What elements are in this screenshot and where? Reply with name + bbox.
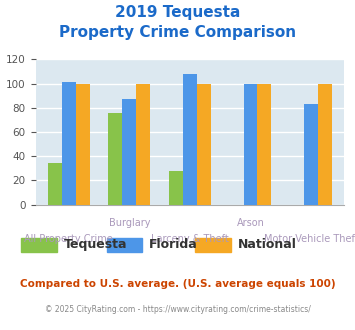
Text: Florida: Florida	[149, 238, 198, 251]
Text: Arson: Arson	[236, 218, 264, 228]
Bar	[122, 99, 136, 205]
Bar	[62, 82, 76, 205]
Bar	[76, 83, 90, 205]
Bar	[197, 83, 211, 205]
Bar	[48, 163, 62, 205]
Text: Compared to U.S. average. (U.S. average equals 100): Compared to U.S. average. (U.S. average …	[20, 279, 335, 289]
Bar	[257, 83, 271, 205]
Bar	[169, 171, 183, 205]
Bar	[183, 74, 197, 205]
Text: National: National	[238, 238, 297, 251]
Text: Larceny & Theft: Larceny & Theft	[151, 234, 229, 244]
Text: Motor Vehicle Theft: Motor Vehicle Theft	[264, 234, 355, 244]
Text: All Property Crime: All Property Crime	[24, 234, 113, 244]
Text: Tequesta: Tequesta	[64, 238, 127, 251]
Bar	[318, 83, 332, 205]
Bar	[136, 83, 150, 205]
Text: 2019 Tequesta: 2019 Tequesta	[115, 5, 240, 20]
Text: © 2025 CityRating.com - https://www.cityrating.com/crime-statistics/: © 2025 CityRating.com - https://www.city…	[45, 305, 310, 314]
Text: Burglary: Burglary	[109, 218, 150, 228]
Bar	[109, 113, 122, 205]
Bar	[304, 104, 318, 205]
Bar	[244, 83, 257, 205]
Text: Property Crime Comparison: Property Crime Comparison	[59, 25, 296, 40]
